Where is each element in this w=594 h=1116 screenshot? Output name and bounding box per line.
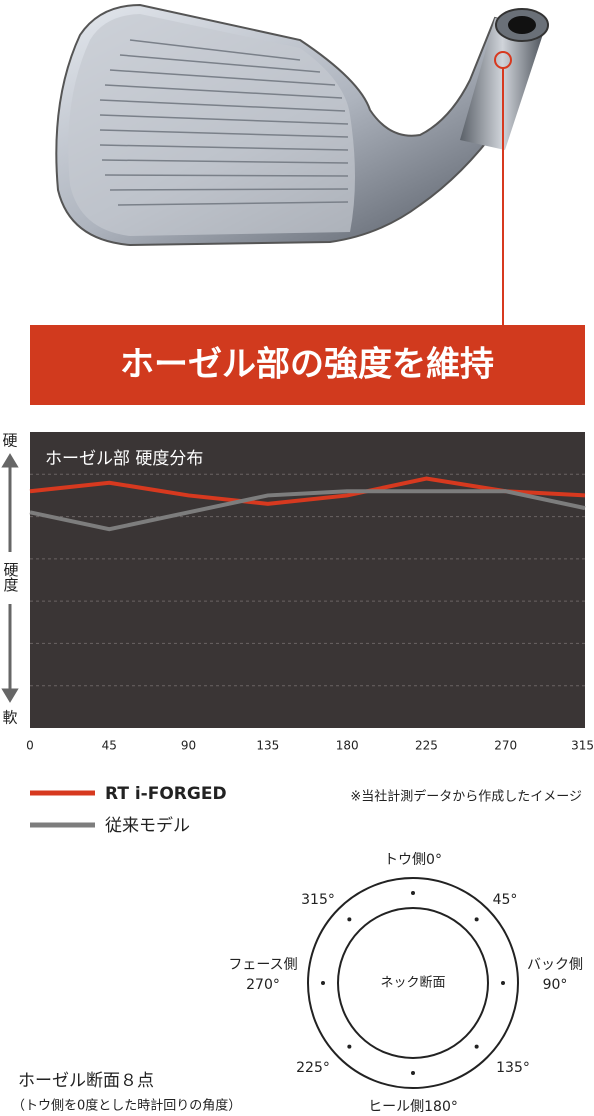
point-dot bbox=[321, 981, 325, 985]
banner bbox=[30, 325, 585, 405]
series-line bbox=[29, 489, 586, 532]
point-dot bbox=[501, 981, 505, 985]
y-arrows bbox=[1, 453, 19, 703]
point-label: 270° bbox=[246, 977, 280, 993]
point-label: トウ側0° bbox=[384, 852, 442, 868]
diagram: ネック断面 ホーゼル断面８点 （トウ側を0度とした時計回りの角度） トウ側0° 4… bbox=[12, 852, 583, 1115]
x-tick-label: 0 bbox=[26, 739, 34, 753]
series-line bbox=[29, 476, 586, 506]
plot-area bbox=[30, 432, 585, 728]
banner-title: ホーゼル部の強度を維持 bbox=[120, 345, 494, 385]
point-label: 225° bbox=[296, 1060, 330, 1076]
point-label: 315° bbox=[301, 892, 335, 908]
point-label: 135° bbox=[496, 1060, 530, 1076]
chart: ホーゼル部 硬度分布 硬 硬度 軟 RT i-FORGED 従来モデル ※当社計… bbox=[1, 432, 594, 836]
point-label: ヒール側180° bbox=[368, 1099, 458, 1115]
x-tick-label: 135 bbox=[256, 739, 279, 753]
center-label: ネック断面 bbox=[380, 976, 445, 991]
note: ※当社計測データから作成したイメージ bbox=[350, 789, 582, 805]
chart-title: ホーゼル部 硬度分布 bbox=[45, 449, 203, 469]
point-dot bbox=[474, 1044, 479, 1049]
y-axis-top: 硬 bbox=[2, 432, 17, 450]
point-label: 45° bbox=[493, 892, 518, 908]
legend-label: RT i-FORGED bbox=[105, 784, 227, 804]
point-dot bbox=[411, 891, 415, 895]
x-tick-label: 90 bbox=[181, 739, 196, 753]
point-label: 90° bbox=[543, 977, 568, 993]
x-tick-label: 315 bbox=[571, 739, 594, 753]
point-label: フェース側 bbox=[228, 957, 297, 973]
point-dot bbox=[347, 1044, 352, 1049]
y-axis-bottom: 軟 bbox=[2, 709, 17, 727]
point-label: バック側 bbox=[527, 957, 583, 973]
club-image bbox=[55, 3, 549, 325]
point-dot bbox=[347, 917, 352, 922]
point-dot bbox=[411, 1071, 415, 1075]
point-dot bbox=[474, 917, 479, 922]
x-tick-label: 225 bbox=[415, 739, 438, 753]
y-axis-label: 硬度 bbox=[2, 562, 20, 592]
legend-label: 従来モデル bbox=[105, 815, 190, 836]
x-tick-label: 270 bbox=[494, 739, 517, 753]
x-tick-label: 180 bbox=[336, 739, 359, 753]
diagram-title: ホーゼル断面８点 bbox=[18, 1071, 154, 1091]
diagram-subtitle: （トウ側を0度とした時計回りの角度） bbox=[12, 1098, 241, 1114]
x-tick-label: 45 bbox=[102, 739, 117, 753]
